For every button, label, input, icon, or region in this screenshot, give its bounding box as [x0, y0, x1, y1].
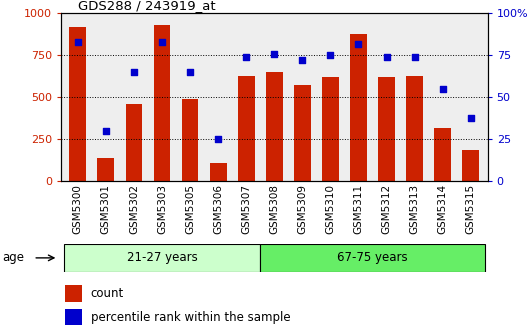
Point — [186, 70, 195, 75]
Bar — [98, 158, 114, 181]
Bar — [434, 128, 451, 181]
Bar — [378, 77, 395, 181]
Bar — [406, 76, 423, 181]
Bar — [210, 163, 226, 181]
Bar — [126, 104, 143, 181]
Text: 67-75 years: 67-75 years — [337, 251, 408, 264]
Text: count: count — [91, 287, 124, 300]
Point — [270, 51, 279, 56]
Bar — [64, 244, 260, 272]
Point — [242, 54, 251, 60]
Point — [466, 115, 475, 120]
Point — [158, 39, 166, 45]
Bar — [322, 77, 339, 181]
Bar — [182, 99, 199, 181]
Point — [298, 58, 306, 63]
Bar — [65, 286, 82, 302]
Point — [326, 53, 334, 58]
Bar — [350, 34, 367, 181]
Text: 21-27 years: 21-27 years — [127, 251, 197, 264]
Point — [410, 54, 419, 60]
Bar — [462, 150, 479, 181]
Bar — [294, 85, 311, 181]
Text: age: age — [3, 251, 25, 264]
Point — [438, 86, 447, 92]
Bar — [266, 72, 282, 181]
Text: GDS288 / 243919_at: GDS288 / 243919_at — [78, 0, 216, 12]
Point — [354, 41, 363, 46]
Bar — [65, 309, 82, 325]
Point — [74, 39, 82, 45]
Point — [214, 137, 223, 142]
Bar — [260, 244, 485, 272]
Point — [382, 54, 391, 60]
Bar — [238, 76, 254, 181]
Point — [130, 70, 138, 75]
Bar — [69, 27, 86, 181]
Text: percentile rank within the sample: percentile rank within the sample — [91, 311, 290, 324]
Point — [102, 128, 110, 134]
Bar — [154, 25, 171, 181]
